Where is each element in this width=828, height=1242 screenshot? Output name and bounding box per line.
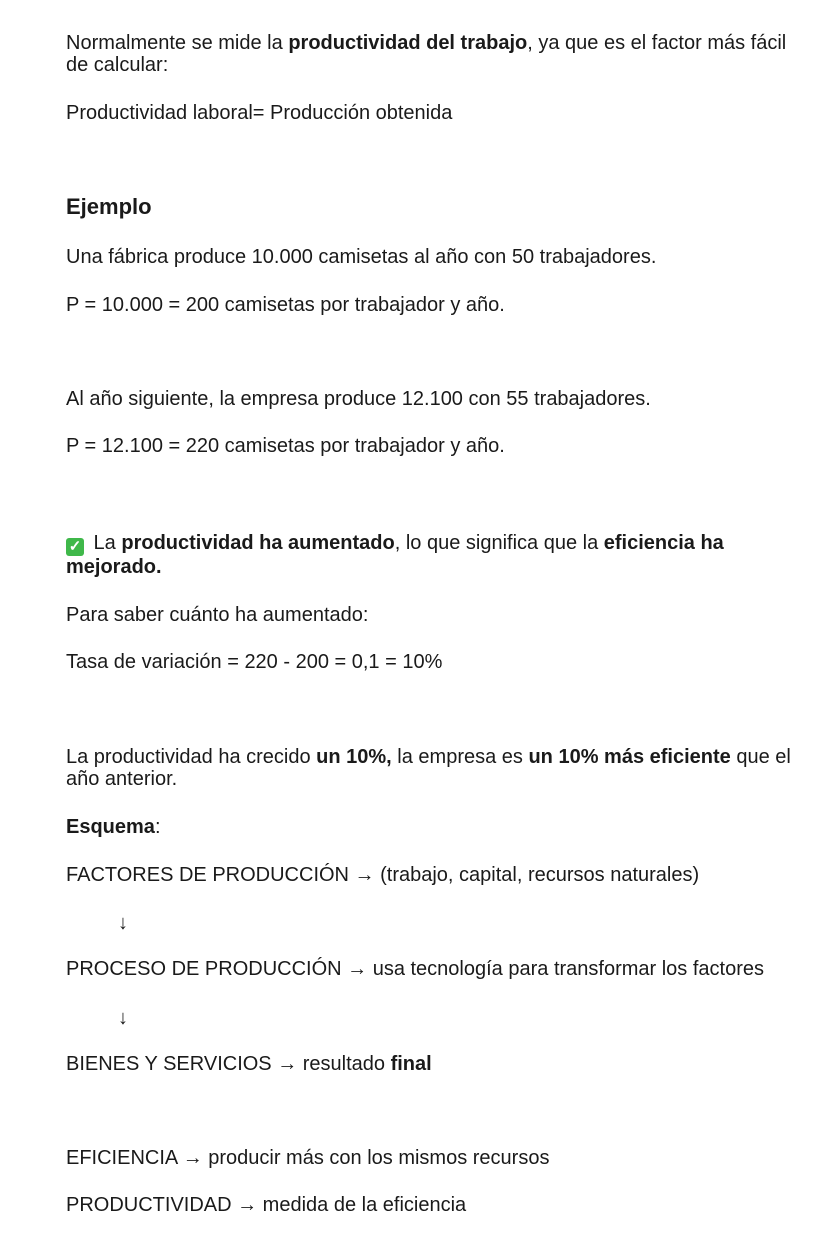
how-much: Para saber cuánto ha aumentado: (66, 604, 369, 626)
example-2-calc: P = 12.100 = 220 camisetas por trabajado… (66, 435, 505, 457)
text: BIENES Y SERVICIOS → resultado (66, 1053, 391, 1075)
definition-productivity: PRODUCTIVIDAD → medida de la eficiencia (66, 1194, 467, 1216)
text: La (88, 532, 122, 554)
text: la empresa es (391, 746, 529, 768)
formula: Productividad laboral= Producción obteni… (66, 102, 453, 124)
scheme-line-2: PROCESO DE PRODUCCIÓN → usa tecnología p… (66, 958, 765, 980)
down-arrow-icon: ↓ (118, 1007, 128, 1029)
growth-paragraph: La productividad ha crecido un 10%, la e… (66, 746, 796, 790)
intro-paragraph: Normalmente se mide la productividad del… (66, 32, 796, 76)
bold-text: un 10%, (316, 746, 392, 768)
text: : (154, 816, 161, 838)
text: que el año anterior. (66, 746, 791, 790)
example-2: Al año siguiente, la empresa produce 12.… (66, 388, 651, 410)
example-heading: Ejemplo (66, 194, 152, 219)
text: , ya que es el factor más fácil de calcu… (66, 32, 787, 76)
scheme-line-3: BIENES Y SERVICIOS → resultado final (66, 1053, 796, 1075)
down-arrow-icon: ↓ (118, 912, 128, 934)
conclusion: ✓ La productividad ha aumentado, lo que … (66, 532, 796, 578)
text: Normalmente se mide la (66, 32, 289, 54)
bold-text: Esquema (66, 816, 155, 838)
rate-formula: Tasa de variación = 220 - 200 = 0,1 = 10… (66, 651, 443, 673)
bold-text: final (390, 1053, 432, 1075)
bold-text: productividad del trabajo (288, 32, 528, 54)
example-1: Una fábrica produce 10.000 camisetas al … (66, 246, 657, 268)
text: La productividad ha crecido (66, 746, 317, 768)
bold-text: eficiencia ha mejorado. (66, 532, 724, 578)
scheme-label: Esquema: (66, 816, 796, 838)
bold-text: un 10% más eficiente (528, 746, 731, 768)
definition-efficiency: EFICIENCIA → producir más con los mismos… (66, 1147, 550, 1169)
bold-text: productividad ha aumentado (121, 532, 395, 554)
example-1-calc: P = 10.000 = 200 camisetas por trabajado… (66, 294, 505, 316)
check-mark-button-icon: ✓ (66, 538, 84, 556)
text: , lo que significa que la (394, 532, 604, 554)
scheme-line-1: FACTORES DE PRODUCCIÓN → (trabajo, capit… (66, 864, 700, 886)
